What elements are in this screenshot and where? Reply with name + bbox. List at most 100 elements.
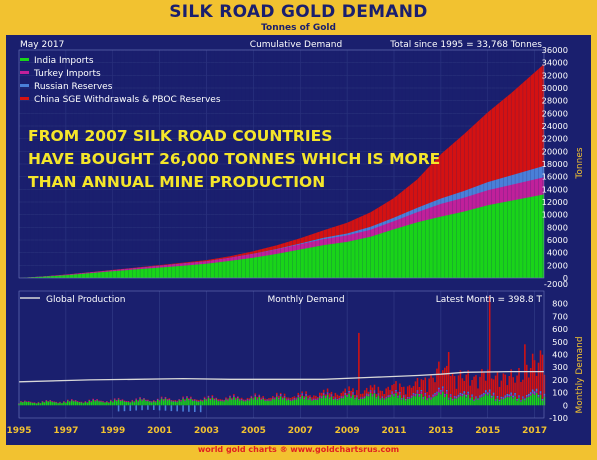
monthly-bar-segment bbox=[367, 396, 370, 406]
monthly-bar-segment bbox=[373, 393, 376, 406]
monthly-bar-segment bbox=[336, 400, 339, 406]
monthly-bar-segment bbox=[533, 360, 536, 392]
monthly-bar-segment bbox=[457, 397, 460, 406]
monthly-bar-segment bbox=[418, 394, 421, 397]
monthly-bar-segment bbox=[488, 393, 491, 406]
monthly-bar-segment bbox=[481, 394, 483, 396]
monthly-bar-segment bbox=[362, 398, 364, 406]
monthly-bar-segment bbox=[529, 395, 532, 406]
monthly-bar-segment bbox=[430, 375, 432, 398]
monthly-bar-segment bbox=[24, 401, 26, 406]
area-series-0 bbox=[19, 194, 544, 278]
monthly-bar-segment bbox=[393, 396, 395, 406]
monthly-bar-negative bbox=[194, 405, 196, 412]
monthly-bar-segment bbox=[526, 396, 528, 398]
cumulative-panel bbox=[18, 49, 545, 279]
monthly-bar-segment bbox=[313, 399, 315, 400]
monthly-bar-segment bbox=[494, 399, 497, 401]
monthly-bar-segment bbox=[539, 393, 542, 395]
monthly-bar-segment bbox=[512, 397, 514, 399]
monthly-bar-segment bbox=[295, 399, 298, 406]
monthly-bar-segment bbox=[381, 396, 384, 399]
monthly-bar-segment bbox=[520, 401, 522, 406]
monthly-bar-segment bbox=[422, 396, 425, 398]
monthly-bar-segment bbox=[508, 396, 511, 398]
monthly-bar-segment bbox=[490, 378, 493, 396]
monthly-bar-segment bbox=[397, 396, 399, 398]
monthly-bar-segment bbox=[344, 388, 346, 393]
monthly-bar-segment bbox=[315, 399, 317, 400]
monthly-bar-segment bbox=[393, 384, 395, 394]
monthly-bar-segment bbox=[385, 388, 387, 397]
monthly-bar-segment bbox=[219, 401, 221, 406]
monthly-bar-segment bbox=[47, 401, 50, 402]
monthly-bar-segment bbox=[137, 400, 139, 401]
monthly-bar-segment bbox=[381, 396, 384, 397]
monthly-bar-segment bbox=[299, 398, 302, 406]
monthly-bar-segment bbox=[324, 396, 327, 398]
monthly-bar-segment bbox=[123, 400, 126, 402]
monthly-bar-negative bbox=[123, 405, 126, 412]
monthly-bar-segment bbox=[59, 402, 61, 406]
monthly-bar-segment bbox=[526, 364, 528, 395]
monthly-bar-segment bbox=[500, 380, 503, 397]
monthly-bar-segment bbox=[395, 391, 397, 394]
monthly-bar-segment bbox=[287, 397, 290, 399]
monthly-bar-segment bbox=[358, 332, 360, 399]
monthly-bar-segment bbox=[487, 395, 489, 406]
monthly-bar-segment bbox=[365, 387, 368, 394]
monthly-bar-segment bbox=[24, 400, 26, 402]
monthly-bar-segment bbox=[223, 400, 225, 402]
monthly-bar-segment bbox=[102, 402, 104, 406]
monthly-bar-segment bbox=[420, 391, 423, 394]
monthly-panel bbox=[18, 290, 546, 419]
monthly-bar-segment bbox=[354, 398, 356, 400]
monthly-bar-segment bbox=[164, 397, 167, 399]
monthly-bar-segment bbox=[381, 390, 384, 397]
monthly-bar-segment bbox=[438, 392, 440, 406]
monthly-bar-segment bbox=[317, 398, 319, 400]
monthly-bar-segment bbox=[479, 395, 481, 397]
monthly-bar-segment bbox=[502, 398, 505, 400]
monthly-bar-segment bbox=[256, 397, 259, 399]
y-tick-label: 200 bbox=[552, 375, 568, 385]
monthly-bar-segment bbox=[475, 396, 477, 398]
monthly-bar-segment bbox=[522, 396, 524, 398]
monthly-bar-segment bbox=[373, 391, 376, 394]
monthly-bar-segment bbox=[90, 401, 93, 402]
monthly-bar-segment bbox=[254, 396, 257, 406]
monthly-bar-segment bbox=[404, 399, 407, 401]
y-tick-label: 30000 bbox=[542, 83, 568, 93]
monthly-bar-segment bbox=[262, 396, 264, 398]
monthly-bar-segment bbox=[379, 399, 382, 406]
monthly-bar-segment bbox=[494, 400, 497, 401]
monthly-bar-segment bbox=[248, 400, 251, 406]
monthly-bar-segment bbox=[59, 402, 61, 403]
monthly-bar-negative bbox=[170, 405, 173, 412]
y-tick-label: 16000 bbox=[542, 172, 568, 182]
monthly-bar-segment bbox=[401, 387, 403, 398]
monthly-bar-segment bbox=[360, 393, 362, 398]
monthly-bar-segment bbox=[272, 398, 274, 406]
monthly-bar-segment bbox=[432, 397, 434, 406]
monthly-bar-segment bbox=[209, 398, 212, 399]
monthly-bar-segment bbox=[375, 396, 378, 398]
monthly-bar-segment bbox=[244, 400, 247, 402]
monthly-bar-segment bbox=[149, 401, 151, 406]
monthly-bar-segment bbox=[404, 394, 407, 399]
monthly-bar-segment bbox=[217, 401, 219, 406]
monthly-bar-segment bbox=[455, 388, 458, 397]
monthly-bar-segment bbox=[309, 398, 311, 406]
monthly-bar-segment bbox=[500, 399, 503, 406]
monthly-bar-segment bbox=[512, 398, 514, 406]
monthly-bar-segment bbox=[72, 401, 75, 406]
monthly-bar-segment bbox=[270, 399, 272, 401]
monthly-bar-segment bbox=[182, 397, 184, 399]
monthly-bar-segment bbox=[432, 394, 434, 396]
monthly-bar-segment bbox=[344, 393, 346, 396]
monthly-bar-segment bbox=[196, 401, 198, 406]
monthly-bar-segment bbox=[205, 400, 208, 406]
monthly-bar-segment bbox=[461, 393, 464, 396]
monthly-bar-segment bbox=[365, 393, 368, 395]
monthly-bar-segment bbox=[174, 400, 177, 402]
